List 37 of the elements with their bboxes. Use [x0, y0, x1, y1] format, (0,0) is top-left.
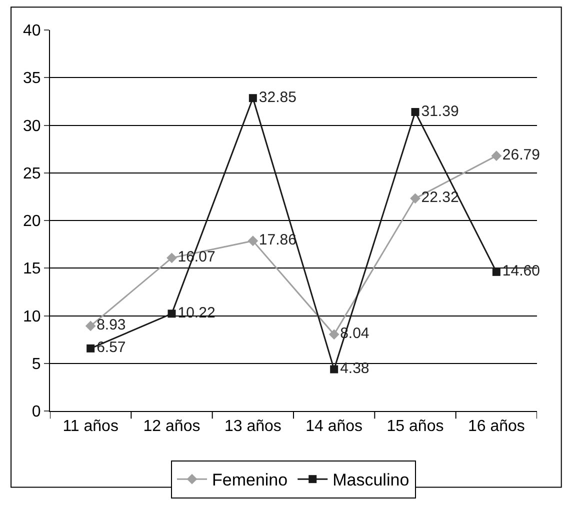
point: [328, 329, 340, 340]
point: [411, 108, 420, 116]
data-label: 26.79: [502, 146, 540, 164]
point: [248, 94, 257, 102]
data-label: 8.93: [96, 316, 126, 334]
y-tick-label: 20: [23, 213, 41, 230]
point: [168, 310, 176, 318]
y-tick-label: 5: [32, 356, 41, 373]
x-tick-label: 14 años: [306, 418, 363, 436]
point: [410, 193, 420, 204]
legend-label: Masculino: [332, 470, 410, 490]
point: [86, 344, 95, 352]
point: [248, 236, 258, 246]
data-label: 4.38: [340, 360, 370, 378]
point: [166, 252, 177, 264]
data-label: 31.39: [421, 102, 459, 120]
y-tick-label: 30: [23, 118, 41, 135]
x-tick-label: 12 años: [143, 418, 200, 436]
y-tick-label: 40: [23, 22, 41, 40]
point: [492, 268, 500, 276]
data-label: 32.85: [258, 88, 296, 106]
y-tick-label: 0: [32, 404, 41, 421]
x-tick-label: 15 años: [386, 418, 444, 436]
data-label: 17.86: [258, 232, 296, 249]
point: [491, 150, 502, 162]
y-tick-label: 35: [23, 70, 41, 88]
point: [330, 365, 338, 374]
point: [85, 320, 96, 332]
y-tick-label: 15: [23, 260, 41, 278]
x-tick-label: 16 años: [468, 418, 525, 436]
x-tick-label: 13 años: [224, 418, 282, 436]
y-tick-label: 10: [23, 308, 41, 326]
legend-label: Femenino: [212, 470, 288, 490]
y-tick-label: 25: [23, 165, 41, 182]
x-tick-label: 11 años: [62, 418, 118, 436]
data-label: 6.57: [96, 339, 126, 356]
data-label: 22.32: [421, 189, 459, 206]
